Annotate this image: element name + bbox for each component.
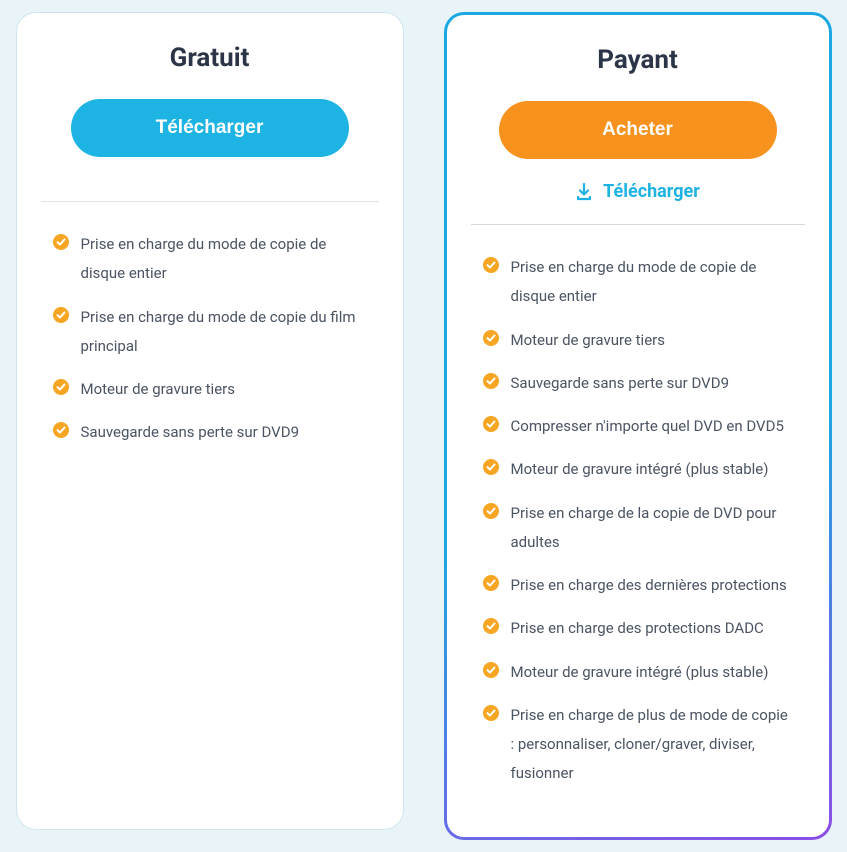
list-item: Prise en charge de la copie de DVD pour … <box>483 499 793 558</box>
free-features-list: Prise en charge du mode de copie de disq… <box>41 230 379 448</box>
feature-text: Prise en charge des dernières protection… <box>511 571 787 600</box>
list-item: Sauvegarde sans perte sur DVD9 <box>53 418 367 447</box>
check-icon <box>483 257 499 273</box>
paid-plan-card: Payant Acheter Télécharger Prise en char… <box>444 12 832 840</box>
list-item: Prise en charge de plus de mode de copie… <box>483 701 793 789</box>
list-item: Moteur de gravure intégré (plus stable) <box>483 658 793 687</box>
divider <box>471 224 805 225</box>
feature-text: Prise en charge de la copie de DVD pour … <box>511 499 793 558</box>
feature-text: Prise en charge du mode de copie de disq… <box>81 230 367 289</box>
check-icon <box>53 422 69 438</box>
check-icon <box>53 379 69 395</box>
check-icon <box>53 234 69 250</box>
list-item: Prise en charge du mode de copie de disq… <box>483 253 793 312</box>
list-item: Prise en charge du mode de copie de disq… <box>53 230 367 289</box>
feature-text: Prise en charge du mode de copie du film… <box>81 303 367 362</box>
feature-text: Moteur de gravure intégré (plus stable) <box>511 658 769 687</box>
list-item: Sauvegarde sans perte sur DVD9 <box>483 369 793 398</box>
check-icon <box>483 503 499 519</box>
list-item: Moteur de gravure tiers <box>483 326 793 355</box>
list-item: Compresser n'importe quel DVD en DVD5 <box>483 412 793 441</box>
paid-features-list: Prise en charge du mode de copie de disq… <box>471 253 805 789</box>
divider <box>41 201 379 202</box>
free-plan-title: Gratuit <box>41 43 379 73</box>
feature-text: Compresser n'importe quel DVD en DVD5 <box>511 412 784 441</box>
feature-text: Moteur de gravure tiers <box>511 326 665 355</box>
feature-text: Prise en charge du mode de copie de disq… <box>511 253 793 312</box>
download-button[interactable]: Télécharger <box>71 99 349 157</box>
list-item: Prise en charge des dernières protection… <box>483 571 793 600</box>
check-icon <box>483 618 499 634</box>
feature-text: Moteur de gravure intégré (plus stable) <box>511 455 769 484</box>
feature-text: Prise en charge des protections DADC <box>511 614 764 643</box>
check-icon <box>483 373 499 389</box>
feature-text: Moteur de gravure tiers <box>81 375 235 404</box>
list-item: Moteur de gravure tiers <box>53 375 367 404</box>
download-icon <box>575 183 593 201</box>
download-link-label: Télécharger <box>603 181 700 202</box>
download-link[interactable]: Télécharger <box>471 181 805 202</box>
check-icon <box>483 575 499 591</box>
list-item: Moteur de gravure intégré (plus stable) <box>483 455 793 484</box>
paid-plan-title: Payant <box>471 45 805 75</box>
feature-text: Sauvegarde sans perte sur DVD9 <box>511 369 730 398</box>
list-item: Prise en charge du mode de copie du film… <box>53 303 367 362</box>
check-icon <box>483 330 499 346</box>
pricing-cards-container: Gratuit Télécharger Prise en charge du m… <box>12 12 835 840</box>
check-icon <box>483 459 499 475</box>
feature-text: Prise en charge de plus de mode de copie… <box>511 701 793 789</box>
buy-button[interactable]: Acheter <box>499 101 777 159</box>
check-icon <box>53 307 69 323</box>
free-plan-card: Gratuit Télécharger Prise en charge du m… <box>16 12 404 830</box>
check-icon <box>483 705 499 721</box>
list-item: Prise en charge des protections DADC <box>483 614 793 643</box>
check-icon <box>483 662 499 678</box>
feature-text: Sauvegarde sans perte sur DVD9 <box>81 418 300 447</box>
paid-plan-inner: Payant Acheter Télécharger Prise en char… <box>447 15 829 837</box>
check-icon <box>483 416 499 432</box>
